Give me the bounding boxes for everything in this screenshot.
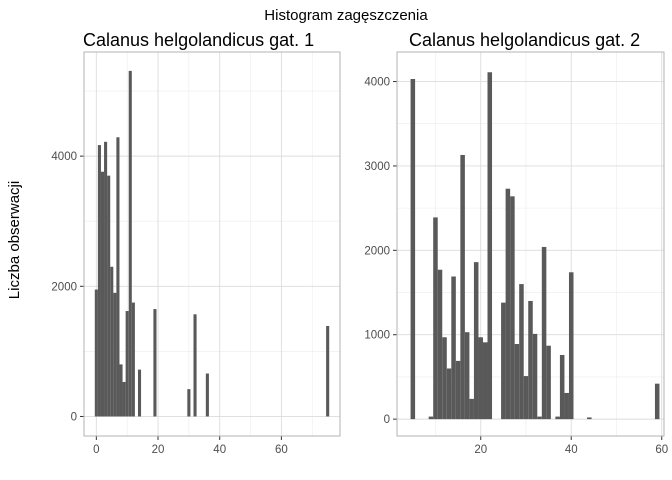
- panel-1-y-tick-label: 2000: [51, 281, 77, 293]
- panel-2-y-tick-label: 2000: [364, 245, 390, 257]
- panel-2-histogram-bar: [478, 337, 483, 420]
- panel-2-histogram-bar: [564, 392, 569, 420]
- panel-1-histogram-bar: [137, 369, 142, 417]
- panel-2-histogram-bar: [433, 217, 438, 420]
- panel-1-histogram-bar: [128, 70, 132, 417]
- panel-2-histogram-bar: [555, 416, 560, 420]
- panel-2-histogram-bar: [654, 383, 660, 420]
- panel-1-y-tick-label: 4000: [51, 151, 77, 163]
- panel-2-y-tick-label: 0: [384, 414, 390, 426]
- panel-2-histogram-bar: [464, 332, 470, 420]
- panel-2-histogram-bar: [451, 276, 456, 420]
- panel-2-histogram-bar: [528, 300, 533, 420]
- panel-2-histogram-bar: [505, 188, 511, 420]
- panel-2-y-tick-label: 3000: [364, 161, 390, 173]
- panel-2-histogram-bar: [442, 337, 447, 420]
- panel-2-y-tick-label: 1000: [364, 330, 390, 342]
- panel-2-histogram-bar: [546, 345, 551, 420]
- panel-2-title: Calanus helgolandicus gat. 2: [409, 30, 640, 50]
- panel-2-histogram-bar: [437, 269, 443, 420]
- panel-2-x-tick-label: 60: [655, 444, 668, 456]
- panel-2-histogram-bar: [537, 416, 542, 420]
- panel-2-histogram-bar: [410, 79, 416, 420]
- panel-2-x-tick-label: 40: [565, 444, 578, 456]
- panel-1-histogram-bar: [110, 266, 114, 417]
- panel-2-histogram-bar: [510, 196, 515, 420]
- panel-1-histogram-bar: [100, 171, 105, 417]
- panel-1-histogram-bar: [94, 289, 98, 417]
- panel-1-histogram-bar: [125, 311, 129, 417]
- histogram-panel-1: Calanus helgolandicus gat. 1 0 20 40 60 0 200…: [51, 30, 341, 456]
- panel-2-histogram-bar: [541, 246, 547, 420]
- panel-1-histogram-bar: [193, 314, 197, 417]
- panel-2-histogram-bar: [568, 272, 574, 420]
- panel-2-histogram-bar: [559, 354, 565, 420]
- panel-2-histogram-bar: [473, 262, 479, 420]
- panel-1-histogram-bar: [119, 364, 123, 417]
- panel-1-x-tick-label: 0: [93, 444, 99, 456]
- panel-1-histogram-bar: [104, 141, 108, 417]
- panel-1-border: [83, 51, 341, 437]
- panel-2-histogram-bar: [501, 302, 506, 420]
- panel-1-histogram-bar: [113, 292, 117, 417]
- figure-title: Histogram zagęszczenia: [264, 7, 428, 24]
- panel-1-histogram-bar: [153, 309, 157, 417]
- panel-1-histogram-bar: [122, 381, 126, 417]
- panel-2-histogram-bar: [455, 360, 461, 420]
- panel-2-histogram-bar: [487, 72, 493, 420]
- panel-1-histogram-bar: [107, 175, 111, 417]
- panel-2-histogram-bar: [482, 342, 488, 420]
- panel-2-histogram-bar: [519, 284, 524, 420]
- panel-2-histogram-bar: [460, 154, 465, 420]
- y-axis-title: Liczba obserwacji: [6, 181, 23, 299]
- panel-1-histogram-bar: [326, 326, 330, 417]
- panel-2-histogram-bar: [523, 376, 529, 420]
- panel-1-histogram-bar: [187, 389, 191, 417]
- panel-1-x-tick-label: 60: [275, 444, 288, 456]
- panel-1-y-tick-label: 0: [71, 411, 77, 423]
- panel-2-histogram-bar: [428, 416, 434, 420]
- panel-2-x-tick-label: 20: [474, 444, 487, 456]
- panel-2-histogram-bar: [446, 368, 452, 420]
- panel-1-histogram-bar: [131, 302, 135, 417]
- panel-1-histogram-bar: [97, 145, 101, 417]
- panel-2-histogram-bar: [587, 417, 592, 420]
- panel-1-title: Calanus helgolandicus gat. 1: [83, 30, 314, 50]
- panel-2-histogram-bar: [532, 333, 538, 420]
- panel-2-y-tick-label: 4000: [364, 77, 390, 89]
- panel-1-histogram-bar: [116, 137, 120, 417]
- panel-1-x-tick-label: 20: [152, 444, 165, 456]
- panel-1-x-tick-label: 40: [213, 444, 226, 456]
- panel-2-histogram-bar: [514, 344, 520, 420]
- panel-1-histogram-bar: [205, 373, 209, 417]
- panel-2-border: [396, 51, 665, 437]
- panel-2-histogram-bar: [469, 398, 474, 420]
- histogram-panel-2: Calanus helgolandicus gat. 2 20 40 60 0 1000…: [364, 30, 668, 456]
